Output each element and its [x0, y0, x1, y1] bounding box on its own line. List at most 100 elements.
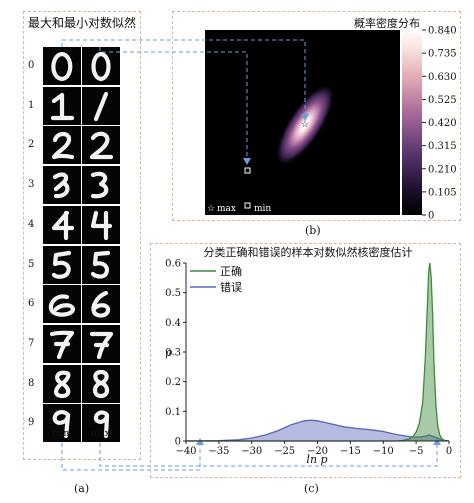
digit-9-max: [82, 404, 120, 443]
digit-stroke: [93, 410, 110, 439]
panel-b-caption: (b): [305, 224, 321, 237]
digit-stroke: [51, 132, 75, 160]
digit-stroke: [50, 92, 75, 120]
kde-legend: 正确 错误: [190, 265, 242, 294]
digit-8-min: [43, 364, 81, 403]
digit-7-max: [82, 324, 120, 363]
link-max-bottom: [99, 443, 438, 467]
y-tick-label: 0.2: [165, 377, 181, 388]
x-tick-label: −15: [340, 446, 361, 457]
x-tick-label: −10: [373, 446, 394, 457]
legend-max-label: max: [217, 204, 236, 214]
digit-stroke: [48, 294, 76, 317]
colorbar-tick-label: 0.735: [428, 49, 457, 60]
digit-stroke: [51, 51, 73, 82]
max-marker-icon: ☆: [301, 120, 309, 130]
link-min-bottom: [61, 443, 201, 471]
colorbar-ticks: 0 0.105 0.210 0.315 0.420 0.525 0.630 0.735 0.84…: [422, 26, 457, 222]
area-correct: [186, 263, 449, 441]
panel-a-caption: (a): [74, 482, 90, 495]
kde-title: 分类正确和错误的样本对数似然核密度估计: [204, 245, 413, 259]
legend-wrong-label: 错误: [220, 280, 242, 294]
y-tick-label: 0.6: [165, 259, 181, 270]
row-label-6: 6: [28, 298, 35, 310]
arrow-max: [301, 114, 309, 121]
x-tick-label: −30: [241, 446, 262, 457]
digit-0-min: [43, 47, 81, 85]
dashed-link-lines: [61, 39, 438, 471]
line-wrong: [185, 419, 450, 442]
digit-9-min: [43, 404, 81, 443]
digit-6-min: [43, 285, 81, 324]
digit-stroke: [90, 250, 111, 279]
density-blob: [275, 83, 335, 167]
y-tick-label: 0.5: [165, 288, 181, 299]
digit-stroke: [90, 171, 109, 199]
digit-6-max: [82, 285, 120, 324]
colorbar-tick-label: 0.630: [428, 72, 457, 83]
x-tick-label: −20: [307, 446, 328, 457]
legend-min-label: min: [254, 204, 271, 214]
row-label-3: 3: [28, 179, 35, 191]
colorbar-tick-label: 0.525: [428, 95, 457, 106]
digit-stroke: [91, 291, 111, 318]
colorbar-tick-label: 0.315: [428, 141, 457, 152]
digit-0-max: [82, 47, 120, 85]
x-tick-label: 0: [446, 446, 452, 457]
digit-5-min: [43, 245, 81, 284]
y-tick-label: 0.4: [165, 318, 181, 329]
x-tick-label: −25: [274, 446, 295, 457]
colorbar-tick-label: 0.840: [428, 26, 457, 37]
y-tick-label: 0.1: [165, 407, 181, 418]
digit-stroke: [51, 210, 75, 240]
digit-stroke: [89, 331, 114, 359]
digit-8-max: [82, 364, 120, 403]
panel-c-caption: (c): [304, 482, 319, 495]
digit-stroke: [90, 210, 113, 240]
kde-areas: [185, 262, 450, 442]
digit-4-min: [43, 205, 81, 244]
row-label-7: 7: [28, 337, 35, 349]
link-max: [61, 39, 306, 115]
legend-square-icon: [244, 202, 251, 209]
legend-correct-label: 正确: [220, 265, 242, 278]
arrow-min: [243, 158, 251, 165]
row-label-2: 2: [28, 139, 35, 151]
digit-stroke: [89, 132, 114, 160]
x-tick-label: −35: [208, 446, 229, 457]
y-tick-label: 0: [175, 437, 181, 448]
panel-b-frame: [172, 11, 461, 221]
colorbar-tick-label: 0.210: [428, 164, 457, 175]
x-axis-label: ln p: [306, 453, 327, 466]
digit-3-max: [82, 166, 120, 205]
min-marker-icon: [244, 167, 251, 174]
digit-stroke: [92, 369, 110, 398]
digit-stroke: [52, 172, 70, 199]
colorbar-tick-label: 0: [428, 211, 434, 222]
row-label-1: 1: [28, 99, 35, 111]
x-tick-label: −40: [175, 446, 196, 457]
digit-stroke: [93, 91, 109, 121]
line-correct: [186, 262, 450, 442]
row-label-5: 5: [28, 258, 35, 270]
digit-2-max: [82, 126, 120, 165]
digit-stroke: [52, 410, 71, 439]
row-label-8: 8: [28, 377, 35, 389]
panel-c-frame: [150, 243, 461, 478]
row-label-4: 4: [28, 218, 35, 230]
legend-star-icon: ☆: [207, 204, 215, 214]
digit-3-min: [43, 166, 81, 205]
y-axis-label: ρ: [165, 346, 173, 359]
x-tick-label: −5: [409, 446, 424, 457]
row-label-9: 9: [28, 417, 35, 429]
row-label-0: 0: [28, 60, 35, 71]
digit-1-max: [82, 86, 120, 125]
colorbar-tick-label: 0.105: [428, 187, 457, 198]
area-wrong: [186, 420, 449, 441]
panel-a-title: 最大和最小对数似然: [28, 16, 137, 30]
digit-stroke: [49, 330, 75, 359]
y-ticks: 0 0.1 0.2 0.3 0.4 0.5 0.6: [165, 259, 186, 448]
digit-4-max: [82, 205, 120, 244]
